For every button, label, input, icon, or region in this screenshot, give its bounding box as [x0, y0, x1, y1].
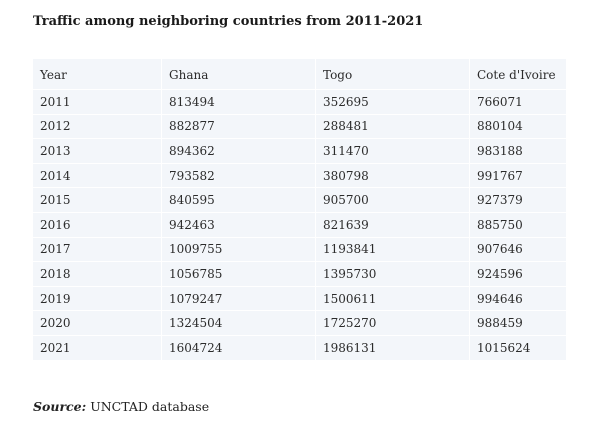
cote-divoire-cell: 885750	[469, 212, 598, 238]
ghana-cell: 840595	[161, 187, 316, 213]
ghana-cell: 1056785	[161, 261, 316, 287]
ghana-cell: 894362	[161, 138, 316, 164]
cote-divoire-cell: 907646	[469, 237, 598, 263]
togo-cell: 1193841	[315, 237, 470, 263]
ghana-cell: 793582	[161, 163, 316, 189]
cote-divoire-cell: 988459	[469, 310, 598, 336]
year-cell: 2016	[33, 212, 162, 238]
table-row: 2012 882877 288481 880104	[33, 114, 598, 140]
header-cell-ghana: Ghana	[161, 59, 316, 90]
table-row: 2021 1604724 1986131 1015624	[33, 335, 598, 361]
year-cell: 2018	[33, 261, 162, 287]
table-row: 2020 1324504 1725270 988459	[33, 310, 598, 336]
ghana-cell: 942463	[161, 212, 316, 238]
table-row: 2017 1009755 1193841 907646	[33, 237, 598, 263]
year-cell: 2015	[33, 187, 162, 213]
header-cell-togo: Togo	[315, 59, 470, 90]
table-row: 2018 1056785 1395730 924596	[33, 261, 598, 287]
table-header-row: Year Ghana Togo Cote d'Ivoire	[33, 59, 598, 90]
traffic-table-body: Year Ghana Togo Cote d'Ivoire 2011 813494…	[33, 59, 598, 361]
cote-divoire-cell: 994646	[469, 286, 598, 312]
year-cell: 2021	[33, 335, 162, 361]
togo-cell: 905700	[315, 187, 470, 213]
data-table-container: Year Ghana Togo Cote d'Ivoire 2011 813494…	[33, 59, 598, 361]
togo-cell: 1725270	[315, 310, 470, 336]
ghana-cell: 1604724	[161, 335, 316, 361]
cote-divoire-cell: 924596	[469, 261, 598, 287]
year-cell: 2012	[33, 114, 162, 140]
year-cell: 2019	[33, 286, 162, 312]
cote-divoire-cell: 991767	[469, 163, 598, 189]
source-note: Source: UNCTAD database	[33, 399, 209, 414]
togo-cell: 821639	[315, 212, 470, 238]
source-text: UNCTAD database	[86, 399, 210, 414]
table-row: 2016 942463 821639 885750	[33, 212, 598, 238]
header-cell-year: Year	[33, 59, 162, 90]
togo-cell: 380798	[315, 163, 470, 189]
ghana-cell: 1324504	[161, 310, 316, 336]
cote-divoire-cell: 1015624	[469, 335, 598, 361]
cote-divoire-cell: 766071	[469, 89, 598, 115]
togo-cell: 288481	[315, 114, 470, 140]
cote-divoire-cell: 927379	[469, 187, 598, 213]
table-title: Traffic among neighboring countries from…	[33, 14, 424, 29]
table-row: 2015 840595 905700 927379	[33, 187, 598, 213]
traffic-table: Year Ghana Togo Cote d'Ivoire 2011 813494…	[33, 59, 598, 361]
table-row: 2013 894362 311470 983188	[33, 138, 598, 164]
year-cell: 2014	[33, 163, 162, 189]
header-cell-cote-divoire: Cote d'Ivoire	[469, 59, 598, 90]
table-row: 2011 813494 352695 766071	[33, 89, 598, 115]
togo-cell: 1500611	[315, 286, 470, 312]
ghana-cell: 1009755	[161, 237, 316, 263]
cote-divoire-cell: 983188	[469, 138, 598, 164]
togo-cell: 1395730	[315, 261, 470, 287]
cote-divoire-cell: 880104	[469, 114, 598, 140]
table-row: 2014 793582 380798 991767	[33, 163, 598, 189]
ghana-cell: 882877	[161, 114, 316, 140]
year-cell: 2011	[33, 89, 162, 115]
togo-cell: 1986131	[315, 335, 470, 361]
table-row: 2019 1079247 1500611 994646	[33, 286, 598, 312]
ghana-cell: 813494	[161, 89, 316, 115]
year-cell: 2020	[33, 310, 162, 336]
source-label: Source:	[33, 399, 87, 414]
togo-cell: 311470	[315, 138, 470, 164]
ghana-cell: 1079247	[161, 286, 316, 312]
year-cell: 2017	[33, 237, 162, 263]
year-cell: 2013	[33, 138, 162, 164]
togo-cell: 352695	[315, 89, 470, 115]
